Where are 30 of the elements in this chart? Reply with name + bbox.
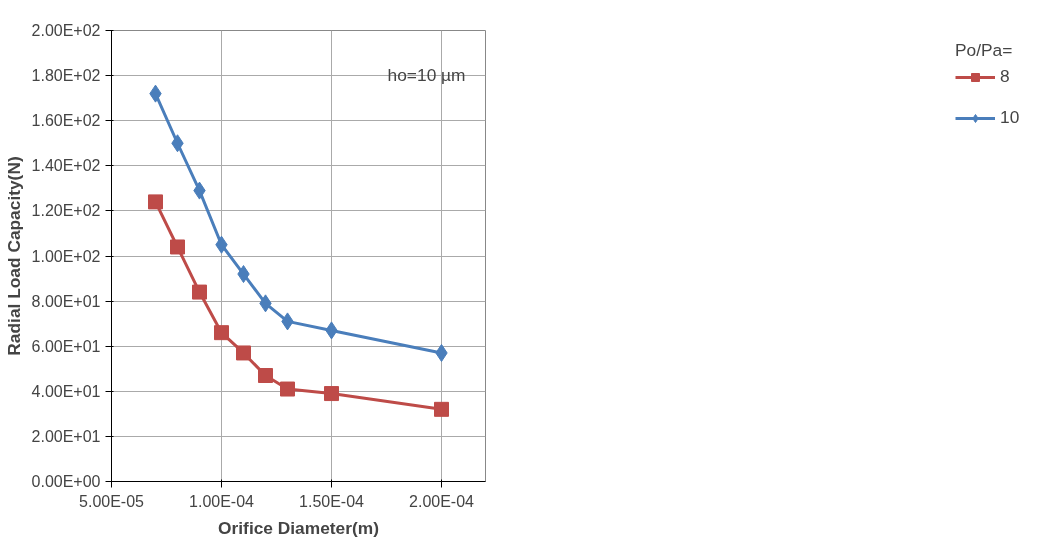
legend-label: 10 bbox=[1000, 107, 1020, 128]
x-tick-label: 5.00E-05 bbox=[79, 492, 145, 510]
point bbox=[324, 386, 339, 402]
y-tick-label: 1.00E+02 bbox=[31, 247, 101, 265]
point bbox=[258, 368, 273, 384]
annotation: ho=10 µm bbox=[387, 64, 466, 85]
point bbox=[280, 381, 295, 397]
point bbox=[214, 325, 229, 341]
point bbox=[236, 345, 251, 361]
x-tick-label: 1.00E-04 bbox=[189, 492, 255, 510]
point bbox=[170, 239, 185, 255]
legend-title: Po/Pa= bbox=[955, 40, 1014, 61]
legend-label: 8 bbox=[1000, 66, 1011, 87]
x-tick-label: 1.50E-04 bbox=[299, 492, 365, 510]
y-tick-label: 2.00E+01 bbox=[31, 427, 101, 445]
y-tick-label: 0.00E+00 bbox=[31, 473, 101, 490]
point bbox=[434, 401, 449, 417]
y-tick-label: 2.00E+02 bbox=[31, 22, 101, 39]
y-tick-label: 4.00E+01 bbox=[31, 382, 101, 400]
x-tick-label: 2.00E-04 bbox=[409, 492, 475, 510]
y-tick-label: 1.40E+02 bbox=[31, 157, 101, 175]
y-tick-label: 1.20E+02 bbox=[31, 202, 101, 220]
y-tick-label: 8.00E+01 bbox=[31, 292, 101, 310]
x-axis-title: Orifice Diameter(m) bbox=[218, 517, 379, 538]
y-axis-title: Radial Load Capacity(N) bbox=[3, 156, 24, 356]
point bbox=[192, 284, 207, 300]
y-tick-label: 6.00E+01 bbox=[31, 337, 101, 355]
y-tick-label: 1.80E+02 bbox=[31, 67, 101, 85]
point bbox=[148, 194, 163, 210]
y-tick-label: 1.60E+02 bbox=[31, 112, 101, 130]
